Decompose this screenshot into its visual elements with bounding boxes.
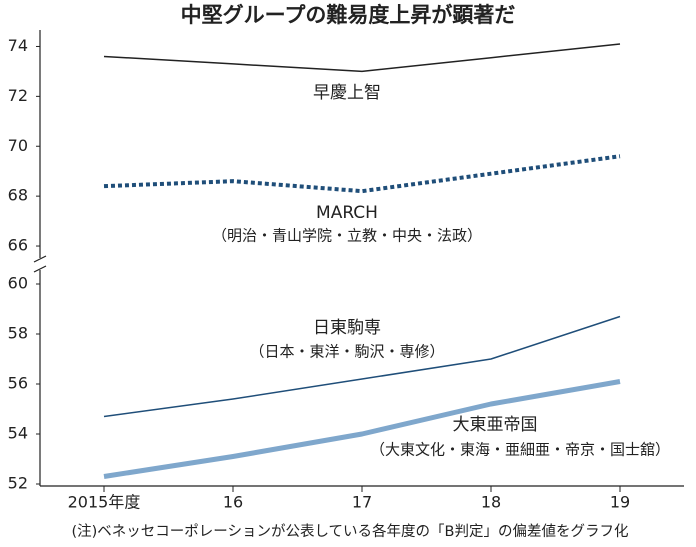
chart-note: (注)ベネッセコーポレーションが公表している各年度の「B判定」の偏差値をグラフ化 <box>71 523 628 540</box>
y-tick-label: 68 <box>8 186 28 205</box>
y-tick-label: 54 <box>8 424 28 443</box>
series-label: MARCH <box>316 203 378 223</box>
series-line <box>103 315 621 418</box>
x-tick-label: 19 <box>610 493 630 512</box>
y-tick-label: 72 <box>8 86 28 105</box>
y-tick-label: 56 <box>8 374 28 393</box>
y-tick-label: 52 <box>8 474 28 493</box>
series-line <box>103 43 621 73</box>
series-label: 早慶上智 <box>313 83 381 103</box>
x-tick-label: 17 <box>352 493 372 512</box>
x-tick-label: 18 <box>481 493 501 512</box>
y-tick-label: 60 <box>8 274 28 293</box>
series-line <box>103 379 621 479</box>
y-tick-label: 74 <box>8 36 28 55</box>
axis-break <box>33 265 47 273</box>
x-tick-label: 16 <box>223 493 243 512</box>
y-tick-label: 70 <box>8 136 28 155</box>
series-line <box>103 154 621 194</box>
x-tick-label: 2015年度 <box>68 493 141 512</box>
y-tick-label: 66 <box>8 236 28 255</box>
chart-title: 中堅グループの難易度上昇が顕著だ <box>181 3 516 27</box>
series-label: 日東駒専 <box>313 318 381 338</box>
axis-break <box>33 255 47 263</box>
series-sublabel: （大東文化・東海・亜細亜・帝京・国士舘） <box>370 441 670 459</box>
series-label: 大東亜帝国 <box>453 415 538 435</box>
series-sublabel: （日本・東洋・駒沢・専修） <box>249 343 444 361</box>
y-tick-label: 58 <box>8 324 28 343</box>
series-sublabel: （明治・青山学院・立教・中央・法政） <box>212 227 482 245</box>
